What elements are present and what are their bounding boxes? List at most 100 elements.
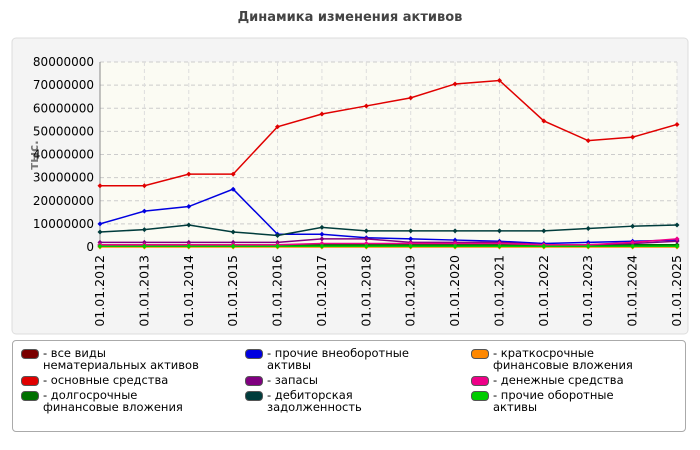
legend-swatch [21, 391, 39, 401]
point-marker [630, 223, 636, 229]
point-marker [186, 243, 192, 249]
x-tick-label: 01.01.2022 [536, 255, 551, 327]
legend-swatch [245, 376, 263, 386]
legend-item: - прочие внеоборотные активы [245, 347, 471, 371]
point-marker [186, 222, 192, 228]
point-marker [496, 243, 502, 249]
point-marker [408, 241, 414, 247]
x-tick-label: 01.01.2025 [669, 255, 684, 327]
point-marker [141, 227, 147, 233]
point-marker [363, 236, 369, 242]
legend-swatch [245, 349, 263, 359]
y-tick-label: 70000000 [33, 78, 94, 92]
point-marker [674, 236, 680, 242]
point-marker [541, 228, 547, 234]
legend-swatch [471, 349, 489, 359]
y-tick-label: 40000000 [33, 148, 94, 162]
legend-label: - запасы [267, 373, 318, 387]
x-tick-label: 01.01.2018 [358, 255, 373, 327]
point-marker [363, 103, 369, 109]
legend-item: - долгосрочные финансовые вложения [21, 389, 245, 413]
point-marker [452, 243, 458, 249]
legend-label: - основные средства [43, 373, 169, 387]
x-tick-label: 01.01.2019 [403, 255, 418, 327]
point-marker [97, 183, 103, 189]
chart: Динамика изменения активов тыс. 0 1000000… [11, 10, 689, 335]
point-marker [541, 118, 547, 124]
point-marker [319, 111, 325, 117]
legend-label: - краткосрочные финансовые вложения [493, 346, 633, 372]
y-tick-label: 0 [86, 240, 94, 254]
point-marker [230, 171, 236, 177]
point-marker [275, 232, 281, 238]
legend-item: - все виды нематериальных активов [21, 347, 245, 371]
point-marker [585, 243, 591, 249]
point-marker [319, 243, 325, 249]
series-line [100, 79, 678, 187]
point-marker [630, 243, 636, 249]
legend-label: - все виды нематериальных активов [43, 346, 199, 372]
point-marker [363, 228, 369, 234]
chart-title: Динамика изменения активов [238, 10, 463, 25]
point-marker [141, 183, 147, 189]
point-marker [186, 171, 192, 177]
point-marker [97, 229, 103, 235]
point-marker [275, 243, 281, 249]
y-tick-label: 80000000 [33, 55, 94, 69]
point-marker [230, 229, 236, 235]
x-tick-label: 01.01.2016 [270, 255, 285, 327]
legend-label: - прочие оборотные активы [493, 388, 614, 414]
x-tick-label: 01.01.2020 [447, 255, 462, 327]
legend-item: - краткосрочные финансовые вложения [471, 347, 695, 371]
legend-swatch [471, 376, 489, 386]
x-tick-label: 01.01.2023 [580, 255, 595, 327]
legend-label: - долгосрочные финансовые вложения [43, 388, 183, 414]
y-tick-label: 60000000 [33, 101, 94, 115]
x-tick-label: 01.01.2014 [181, 255, 196, 327]
point-marker [585, 138, 591, 144]
point-marker [408, 243, 414, 249]
legend-swatch [21, 349, 39, 359]
point-marker [630, 134, 636, 140]
point-marker [452, 228, 458, 234]
series-line [99, 188, 678, 245]
legend-item: - денежные средства [471, 374, 695, 386]
x-tick-label: 01.01.2024 [625, 255, 640, 327]
point-marker [141, 208, 147, 214]
legend-label: - дебиторская задолженность [267, 388, 362, 414]
point-marker [674, 121, 680, 127]
legend-item: - основные средства [21, 374, 245, 386]
point-marker [319, 224, 325, 230]
point-marker [496, 78, 502, 83]
legend-swatch [21, 376, 39, 386]
point-marker [363, 241, 369, 247]
point-marker [97, 243, 103, 249]
y-tick-label: 20000000 [33, 194, 94, 208]
point-marker [674, 243, 680, 249]
point-marker [408, 228, 414, 234]
y-tick-label: 10000000 [33, 217, 94, 231]
x-tick-label: 01.01.2015 [225, 255, 240, 327]
point-marker [230, 186, 236, 192]
x-tick-label: 01.01.2012 [92, 255, 107, 327]
y-tick-label: 30000000 [33, 171, 94, 185]
y-tick-label: 50000000 [33, 124, 94, 138]
legend-label: - денежные средства [493, 373, 624, 387]
point-marker [319, 241, 325, 247]
legend: - все виды нематериальных активов - основ… [12, 340, 686, 432]
legend-swatch [471, 391, 489, 401]
x-tick-label: 01.01.2017 [314, 255, 329, 327]
legend-swatch [245, 391, 263, 401]
legend-item: - прочие оборотные активы [471, 389, 695, 413]
point-marker [496, 241, 502, 247]
point-marker [674, 222, 680, 228]
x-tick-label: 01.01.2021 [491, 255, 506, 327]
point-marker [363, 243, 369, 249]
point-marker [452, 241, 458, 247]
point-marker [186, 204, 192, 210]
point-marker [319, 236, 325, 242]
point-marker [141, 243, 147, 249]
point-marker [496, 228, 502, 234]
x-tick-label: 01.01.2013 [136, 255, 151, 327]
